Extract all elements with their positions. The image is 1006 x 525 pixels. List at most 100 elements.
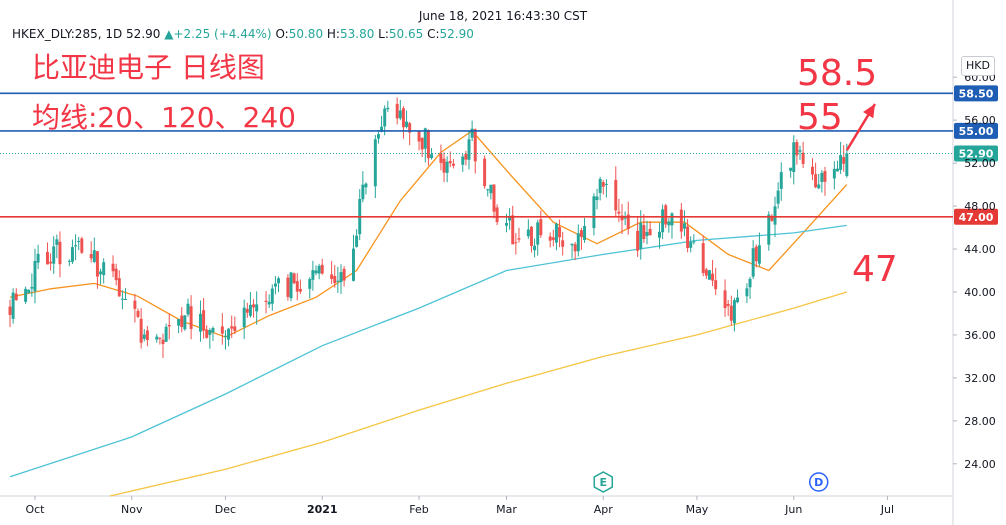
candle-body[interactable] <box>579 230 583 237</box>
candle-body[interactable] <box>102 262 106 276</box>
candle-body[interactable] <box>242 307 246 328</box>
candle-body[interactable] <box>111 263 115 272</box>
candle-body[interactable] <box>492 184 496 212</box>
candle-body[interactable] <box>205 329 209 338</box>
candle-body[interactable] <box>248 304 252 316</box>
candle-body[interactable] <box>198 313 202 332</box>
candle-body[interactable] <box>52 246 56 264</box>
candle-body[interactable] <box>811 166 814 175</box>
candle-body[interactable] <box>751 248 755 277</box>
candle-body[interactable] <box>267 301 271 305</box>
candle-body[interactable] <box>405 121 409 127</box>
candle-body[interactable] <box>211 327 215 333</box>
candle-body[interactable] <box>748 278 752 288</box>
candle-body[interactable] <box>464 153 468 160</box>
candle-body[interactable] <box>614 179 618 211</box>
candle-body[interactable] <box>398 110 402 119</box>
candle-body[interactable] <box>336 280 340 282</box>
candle-body[interactable] <box>208 330 212 335</box>
candle-body[interactable] <box>11 292 15 319</box>
candle-body[interactable] <box>554 223 558 243</box>
candle-body[interactable] <box>795 142 799 156</box>
candle-body[interactable] <box>483 158 487 187</box>
candle-body[interactable] <box>511 215 515 245</box>
candle-body[interactable] <box>626 214 630 229</box>
candle-body[interactable] <box>817 184 821 189</box>
candle-body[interactable] <box>598 178 602 193</box>
candle-body[interactable] <box>333 276 337 284</box>
candle-body[interactable] <box>351 248 355 281</box>
candle-body[interactable] <box>255 304 259 312</box>
candle-body[interactable] <box>420 137 424 150</box>
candle-body[interactable] <box>264 300 268 302</box>
candle-body[interactable] <box>729 305 733 321</box>
candle-body[interactable] <box>517 238 521 240</box>
candle-body[interactable] <box>642 225 646 239</box>
candle-body[interactable] <box>45 252 49 265</box>
candle-body[interactable] <box>223 335 227 337</box>
candle-body[interactable] <box>583 226 587 241</box>
candle-body[interactable] <box>539 219 543 236</box>
candle-body[interactable] <box>401 108 405 128</box>
candle-body[interactable] <box>595 196 599 200</box>
candle-body[interactable] <box>155 336 159 340</box>
candle-body[interactable] <box>623 217 627 219</box>
candle-body[interactable] <box>158 337 162 339</box>
candle-body[interactable] <box>320 264 324 274</box>
candle-body[interactable] <box>133 300 137 309</box>
symbol-label[interactable]: HKEX_DLY:285, 1D <box>12 27 123 41</box>
candle-body[interactable] <box>814 174 818 188</box>
candle-body[interactable] <box>30 286 34 289</box>
candle-body[interactable] <box>839 155 843 170</box>
candle-body[interactable] <box>445 161 449 173</box>
candle-body[interactable] <box>664 205 668 225</box>
candle-body[interactable] <box>689 242 693 248</box>
candle-body[interactable] <box>451 163 455 166</box>
candle-body[interactable] <box>558 227 562 238</box>
candle-body[interactable] <box>120 298 124 300</box>
candle-body[interactable] <box>670 213 674 226</box>
candle-body[interactable] <box>682 223 686 229</box>
candles[interactable] <box>8 97 849 358</box>
candle-body[interactable] <box>298 288 302 292</box>
candle-body[interactable] <box>55 239 59 245</box>
candle-body[interactable] <box>117 278 121 297</box>
candle-body[interactable] <box>95 251 99 277</box>
candle-body[interactable] <box>77 240 81 242</box>
candle-body[interactable] <box>701 243 705 274</box>
candle-body[interactable] <box>842 157 846 164</box>
candle-body[interactable] <box>395 103 399 119</box>
candle-body[interactable] <box>164 326 168 342</box>
candle-body[interactable] <box>776 190 780 204</box>
candle-body[interactable] <box>704 269 708 276</box>
candle-body[interactable] <box>726 303 730 306</box>
candle-body[interactable] <box>183 315 187 330</box>
candle-body[interactable] <box>617 211 621 214</box>
candle-body[interactable] <box>845 153 849 177</box>
candle-body[interactable] <box>80 238 84 253</box>
candle-body[interactable] <box>489 184 493 194</box>
candle-body[interactable] <box>473 129 477 162</box>
candle-body[interactable] <box>99 271 103 275</box>
candle-body[interactable] <box>514 242 518 244</box>
candle-body[interactable] <box>773 206 777 225</box>
candle-body[interactable] <box>430 154 434 159</box>
candle-body[interactable] <box>754 246 758 262</box>
candle-body[interactable] <box>679 209 683 232</box>
candle-body[interactable] <box>570 243 574 246</box>
candle-body[interactable] <box>561 240 565 247</box>
candle-body[interactable] <box>686 226 690 248</box>
candle-body[interactable] <box>423 128 427 149</box>
candle-body[interactable] <box>779 172 783 189</box>
candle-body[interactable] <box>286 277 290 297</box>
candle-body[interactable] <box>470 128 474 138</box>
candle-body[interactable] <box>373 139 377 187</box>
candle-body[interactable] <box>36 253 40 263</box>
candle-body[interactable] <box>270 288 274 304</box>
candle-body[interactable] <box>576 233 580 252</box>
candle-body[interactable] <box>292 273 296 284</box>
candle-body[interactable] <box>317 265 321 274</box>
candle-body[interactable] <box>548 236 552 241</box>
candle-body[interactable] <box>67 260 71 262</box>
